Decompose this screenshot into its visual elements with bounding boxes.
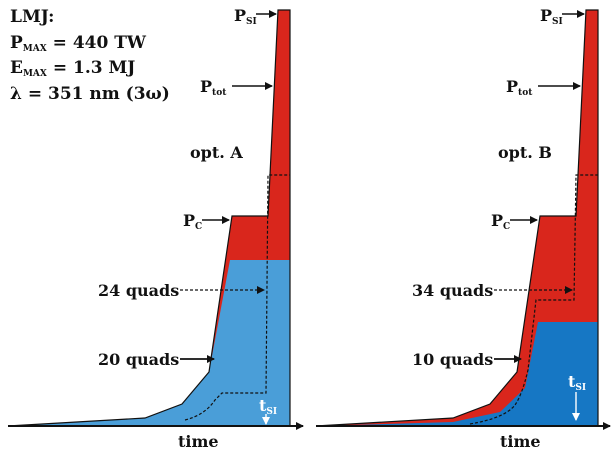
upper-quads-label: 34 quads xyxy=(412,281,493,300)
psi-label: PSI xyxy=(234,6,257,27)
time-axis-label: time xyxy=(178,432,219,451)
total-power-area xyxy=(316,10,598,426)
blue-quads-area xyxy=(316,322,598,426)
ptot-label: Ptot xyxy=(506,77,533,98)
psi-label: PSI xyxy=(540,6,563,27)
inner-quads-curve xyxy=(469,174,598,425)
pc-label: PC xyxy=(183,211,202,232)
panel-option-a: time PSI Ptot opt. A PC 24 quads 20 quad… xyxy=(7,6,304,451)
spec-emax: EMAX = 1.3 MJ xyxy=(10,58,135,79)
spec-wavelength: λ = 351 nm (3ω) xyxy=(10,84,170,104)
ptot-label: Ptot xyxy=(200,77,227,98)
lower-quads-label: 20 quads xyxy=(98,350,179,369)
pc-label: PC xyxy=(491,211,510,232)
total-power-outline xyxy=(315,9,599,427)
panel-option-b: time PSI Ptot opt. B PC 34 quads 10 quad… xyxy=(315,6,611,451)
total-power-outline xyxy=(7,9,291,427)
lower-quads-label: 10 quads xyxy=(412,350,493,369)
option-label: opt. B xyxy=(498,143,552,162)
blue-quads-area xyxy=(8,260,290,426)
inner-quads-curve xyxy=(184,174,290,421)
tsi-label: tSI xyxy=(259,396,277,417)
upper-quads-label: 24 quads xyxy=(98,281,179,300)
time-axis-label: time xyxy=(500,432,541,451)
specs-title: LMJ: xyxy=(10,7,54,27)
spec-pmax: PMAX = 440 TW xyxy=(10,33,147,54)
tsi-label: tSI xyxy=(568,372,586,393)
option-label: opt. A xyxy=(190,143,243,162)
specs-block: LMJ: PMAX = 440 TW EMAX = 1.3 MJ λ = 351… xyxy=(10,7,170,104)
